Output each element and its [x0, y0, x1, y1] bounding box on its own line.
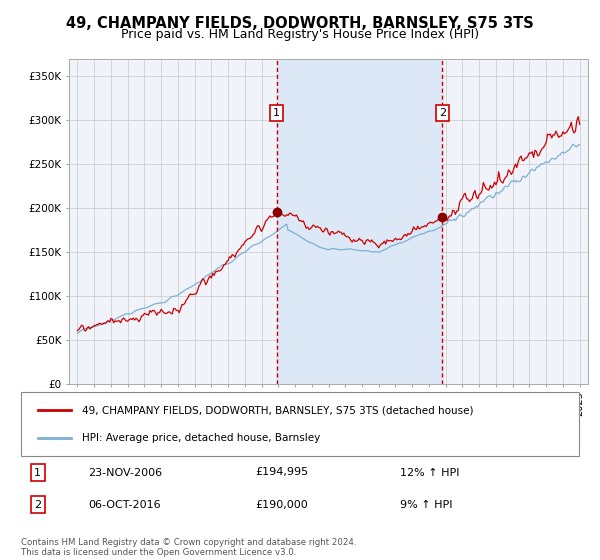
- Text: 49, CHAMPANY FIELDS, DODWORTH, BARNSLEY, S75 3TS (detached house): 49, CHAMPANY FIELDS, DODWORTH, BARNSLEY,…: [82, 405, 474, 415]
- Text: 2: 2: [34, 500, 41, 510]
- Text: 23-NOV-2006: 23-NOV-2006: [88, 468, 162, 478]
- Text: 1: 1: [34, 468, 41, 478]
- Bar: [277, 59, 442, 384]
- Text: £194,995: £194,995: [256, 468, 308, 478]
- Text: 1: 1: [273, 108, 280, 118]
- Text: 2: 2: [439, 108, 446, 118]
- Text: 06-OCT-2016: 06-OCT-2016: [88, 500, 161, 510]
- Text: £190,000: £190,000: [256, 500, 308, 510]
- Text: 12% ↑ HPI: 12% ↑ HPI: [400, 468, 460, 478]
- Text: HPI: Average price, detached house, Barnsley: HPI: Average price, detached house, Barn…: [82, 433, 320, 444]
- FancyBboxPatch shape: [21, 392, 579, 456]
- Text: 49, CHAMPANY FIELDS, DODWORTH, BARNSLEY, S75 3TS: 49, CHAMPANY FIELDS, DODWORTH, BARNSLEY,…: [66, 16, 534, 31]
- Text: 9% ↑ HPI: 9% ↑ HPI: [400, 500, 453, 510]
- Text: Contains HM Land Registry data © Crown copyright and database right 2024.
This d: Contains HM Land Registry data © Crown c…: [21, 538, 356, 557]
- Text: Price paid vs. HM Land Registry's House Price Index (HPI): Price paid vs. HM Land Registry's House …: [121, 28, 479, 41]
